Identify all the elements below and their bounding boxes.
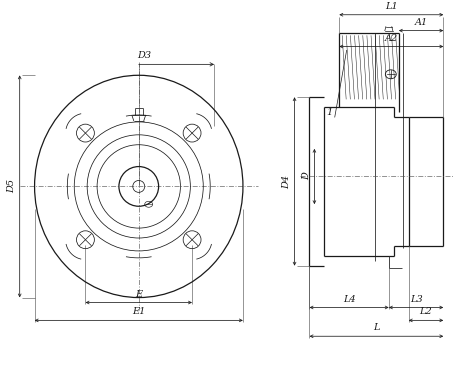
Text: 1: 1 — [326, 108, 332, 117]
Text: L: L — [373, 323, 380, 332]
Text: A1: A1 — [414, 18, 428, 26]
Text: L2: L2 — [419, 307, 432, 316]
Text: D3: D3 — [137, 52, 151, 60]
Text: E: E — [135, 290, 142, 298]
Text: D: D — [302, 173, 311, 180]
Text: L3: L3 — [410, 294, 422, 304]
Text: A2: A2 — [385, 33, 398, 43]
Text: D5: D5 — [7, 179, 16, 194]
Text: L4: L4 — [343, 294, 356, 304]
Text: D4: D4 — [283, 174, 292, 188]
Text: L1: L1 — [385, 2, 398, 11]
Text: E1: E1 — [132, 307, 146, 316]
